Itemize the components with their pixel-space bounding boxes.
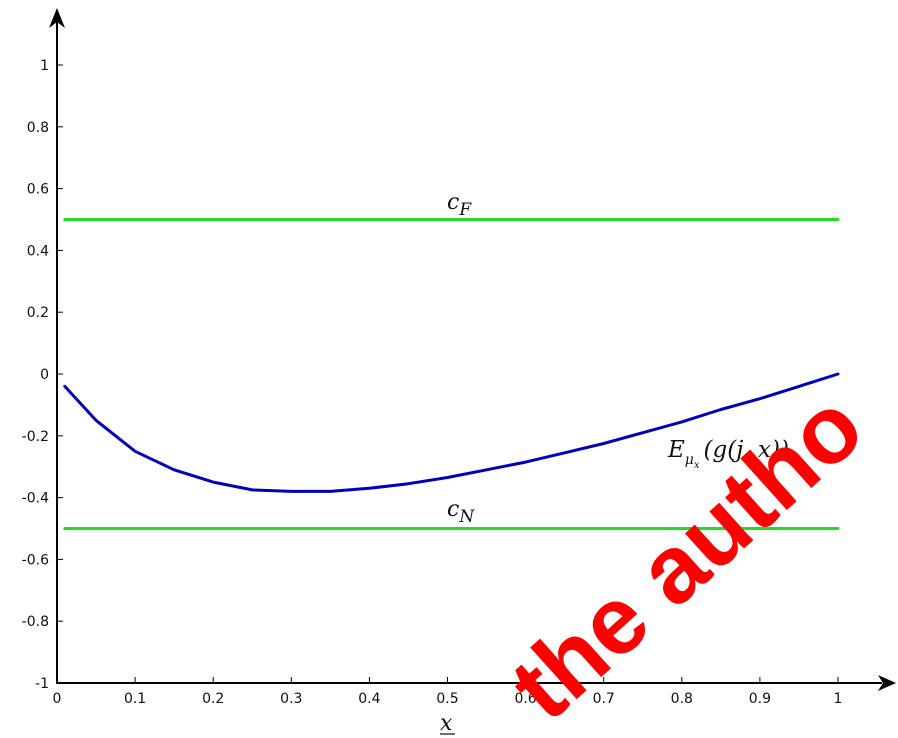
y-tick-label: -0.8 [22,614,49,630]
x-tick-label: 0.7 [593,691,615,707]
curve-label-close: ) [779,437,789,463]
ticks [56,64,839,684]
x-tick-label: 0.8 [671,691,693,707]
x-tick-label: 1 [834,691,843,707]
cn-label-sub: N [458,507,475,527]
curve-label-g: g [713,437,728,463]
x-tick-label: 0.4 [358,691,380,707]
series-layer [63,218,840,530]
cn-label: cN [447,497,475,527]
y-tick-label: 0.6 [27,182,49,198]
x-axis-label: x [440,711,453,736]
x-tick-label: 0.9 [749,691,771,707]
y-tick-label: 0.4 [27,243,49,259]
y-tick-label: -0.4 [22,491,49,507]
x-axis-arrow-icon [878,675,896,691]
curve-label-e: E [667,437,685,463]
y-axis-arrow-icon [49,8,65,28]
y-tick-label: 1 [40,58,49,74]
cf-label-base: c [447,190,459,215]
x-tick-label: 0.5 [436,691,458,707]
curve-label-open: ( [704,437,714,463]
x-tick-label: 0.6 [514,691,536,707]
y-tick-label: 0 [40,367,49,383]
x-tick-label: 0.2 [202,691,224,707]
x-tick-label: 0.1 [124,691,146,707]
y-tick-label: 0.8 [27,120,49,136]
curve-label-args: (j, x) [727,437,780,463]
x-tick-label: 0 [53,691,62,707]
curve-label-x-sub: x [694,460,700,471]
cn-label-base: c [447,497,459,522]
curve-label: Eμx (g(j, x)) [667,437,789,471]
series-line-expectation [63,372,840,493]
tick-labels: 0 0.1 0.2 0.3 0.4 0.5 0.6 0.7 0.8 0.9 1 -1 -0.8 -0.6 -… [22,58,843,707]
y-tick-label: 0.2 [27,305,49,321]
x-tick-label: 0.3 [280,691,302,707]
cf-label: cF [447,190,472,220]
curve-label-mu: μ [685,452,694,468]
y-tick-label: -0.2 [22,429,49,445]
y-tick-label: -0.6 [22,552,49,568]
y-tick-label: -1 [35,676,49,692]
cf-label-sub: F [458,200,472,220]
